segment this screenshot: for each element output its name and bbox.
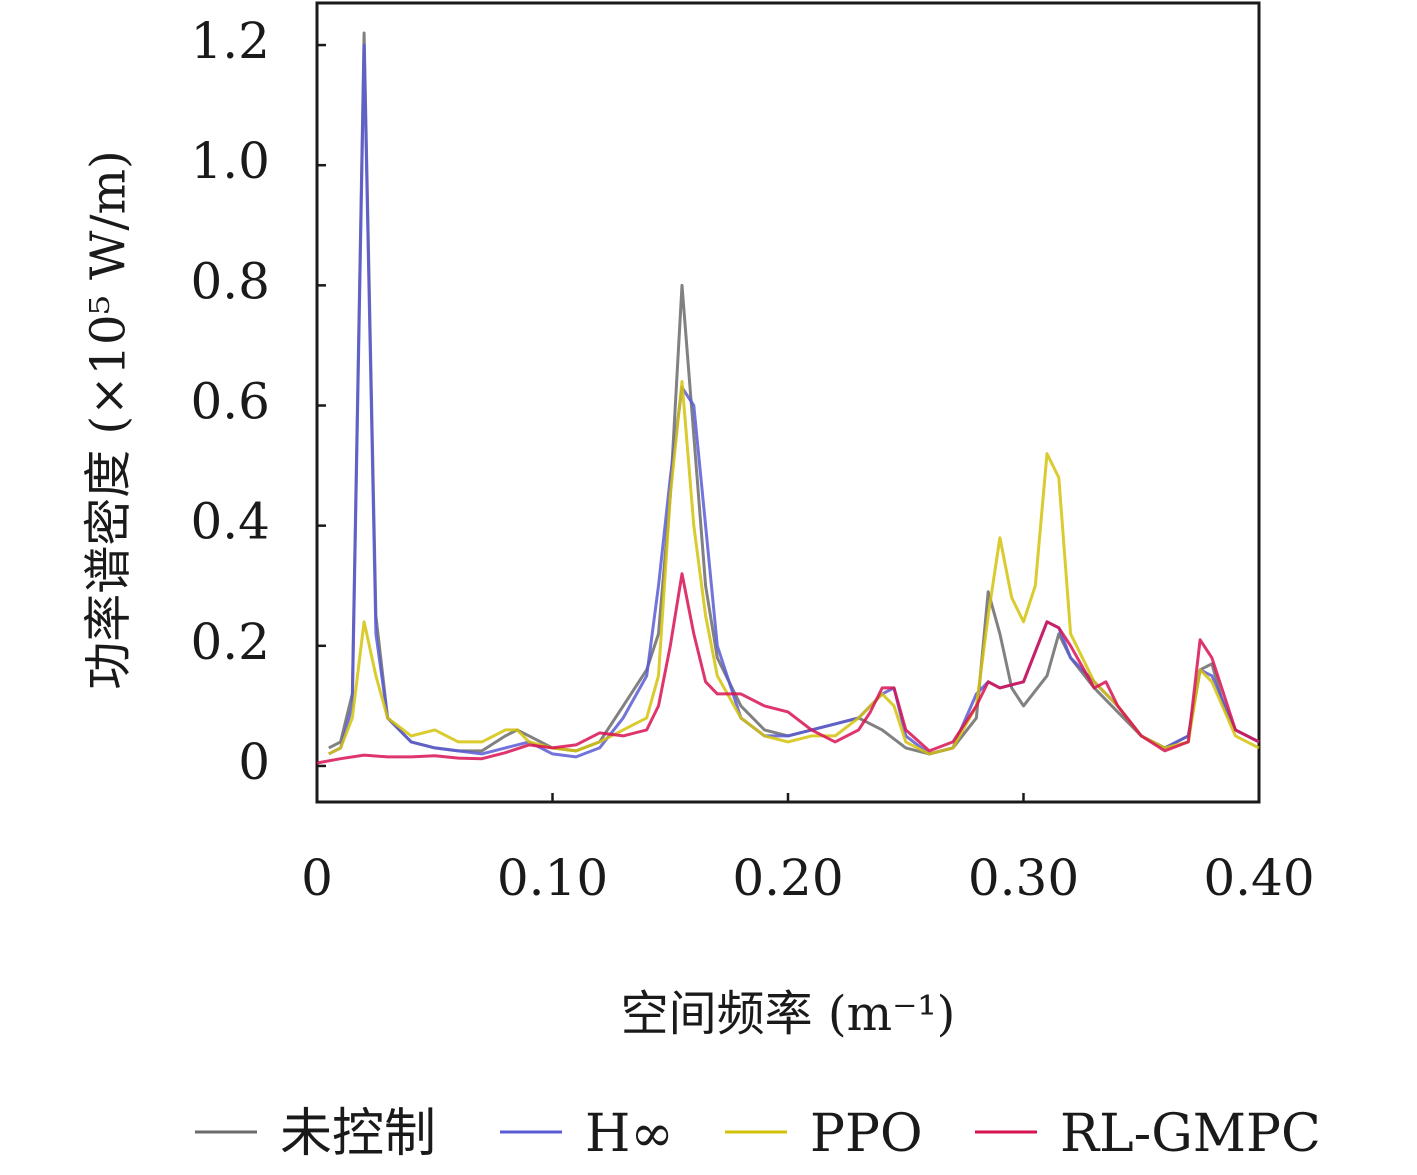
y-tick-label: 0.4 [190, 493, 270, 551]
y-axis-title: 功率谱密度 (×10⁵ W/m) [81, 150, 137, 690]
series-line-3 [316, 572, 1260, 765]
y-tick-label: 0.2 [190, 613, 270, 671]
series-line-0 [328, 31, 1260, 756]
legend: 未控制 H∞ PPO RL-GMPC [195, 1104, 1321, 1164]
legend-label-0: 未控制 [280, 1104, 436, 1164]
x-tick-label: 0.30 [968, 849, 1079, 907]
x-axis-title: 空间频率 (m⁻¹) [621, 986, 956, 1042]
x-tick-label: 0.20 [732, 849, 843, 907]
x-tick-label: 0 [301, 849, 333, 907]
series-layer [316, 31, 1260, 765]
x-tick-label: 0.10 [497, 849, 608, 907]
y-tick-label: 0.8 [190, 252, 270, 310]
series-line-2 [328, 380, 1260, 756]
ticks-layer: 0 0.2 0.4 0.6 0.8 1.0 1.2 0 0.10 0.20 0.30 0.40 [190, 12, 1314, 907]
plot-frame [315, 1, 1261, 804]
legend-label-2: PPO [810, 1104, 923, 1164]
series-line-1 [328, 43, 1260, 759]
x-tick-label: 0.40 [1203, 849, 1314, 907]
y-tick-label: 1.0 [190, 132, 270, 190]
legend-label-3: RL-GMPC [1060, 1104, 1321, 1164]
y-tick-label: 0.6 [190, 373, 270, 431]
y-tick-label: 0 [238, 733, 270, 791]
legend-label-1: H∞ [585, 1104, 674, 1164]
y-tick-label: 1.2 [190, 12, 270, 70]
